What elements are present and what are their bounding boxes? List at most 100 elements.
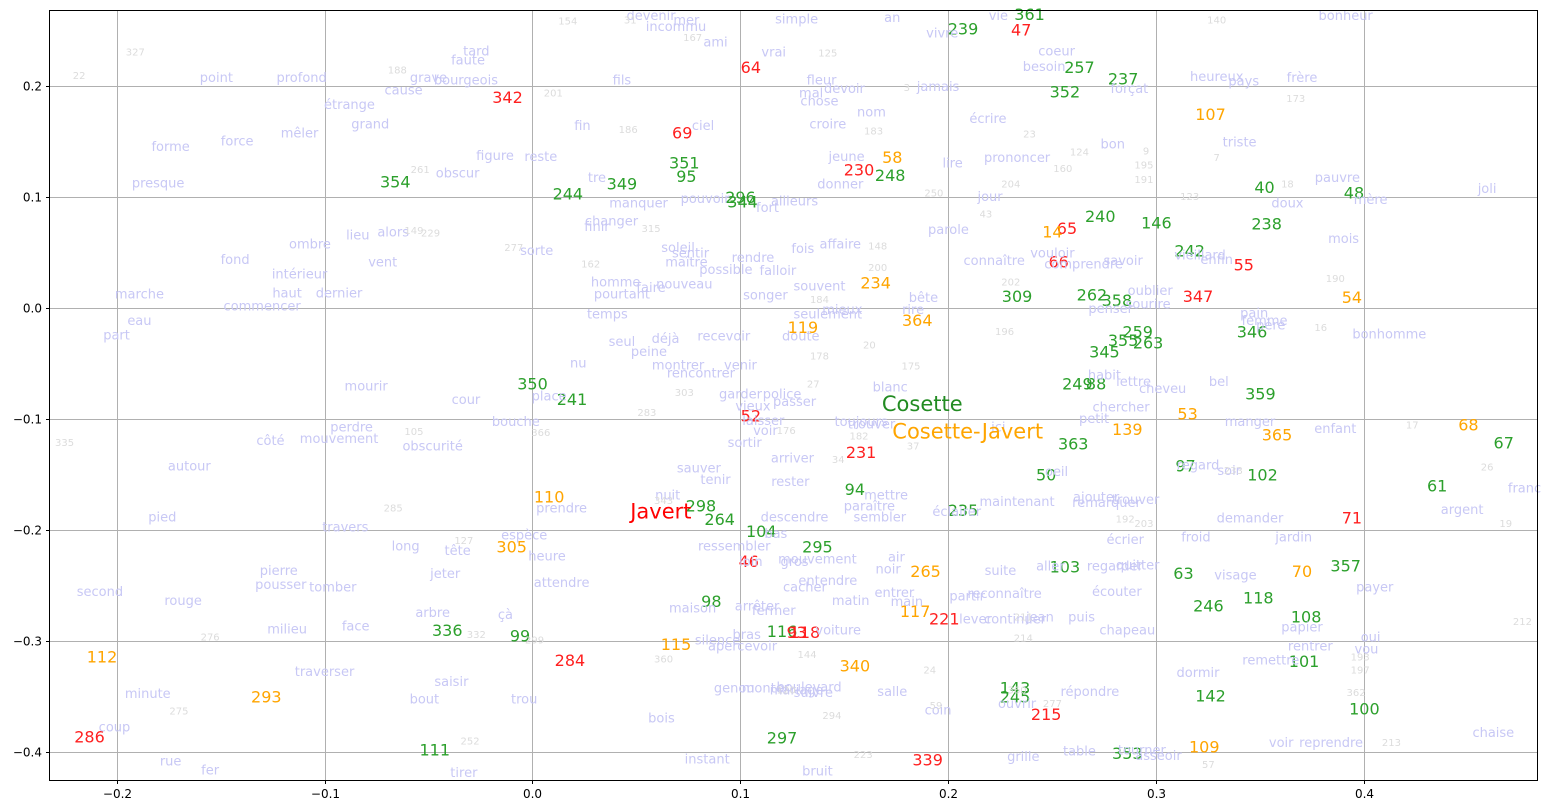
cosette-javert-point-label: 340 [840,656,871,675]
cosette-point-label: 358 [1102,291,1133,310]
word-point-label: part [103,329,130,344]
word-point-label: silence [695,634,740,649]
word-point-label: lire [942,157,962,172]
annotation-cosette: Cosette [882,392,963,416]
word-point-label: bout [410,693,440,708]
word-point-label: table [1063,745,1096,760]
word-point-label: homme [591,275,641,290]
word-point-label: rendre [732,251,775,266]
word-point-label: partir [949,589,985,604]
word-point-label: voir [753,424,778,439]
word-point-label: reste [524,150,557,165]
word-point-label: fond [221,253,250,268]
index-point-label: 214 [1014,633,1033,644]
word-point-label: chaise [1472,726,1514,741]
word-point-label: visage [1214,568,1256,583]
word-point-label: papier [1281,620,1323,635]
cosette-point-label: 50 [1036,465,1056,484]
javert-point-label: 65 [1057,219,1077,238]
cosette-point-label: 263 [1133,333,1164,352]
cosette-point-label: 295 [802,538,833,557]
index-point-label: 19 [1499,519,1512,530]
word-point-label: devoir [824,82,866,97]
word-point-label: blanc [873,381,908,396]
cosette-point-label: 239 [948,19,979,38]
word-point-label: maintenant [980,495,1055,510]
word-point-label: étrange [324,98,375,113]
index-point-label: 223 [854,750,873,761]
index-point-label: 167 [683,33,702,44]
word-point-label: frère [1287,71,1318,86]
y-tick-label: 0.0 [23,302,42,316]
word-point-label: cacher [783,580,827,595]
word-point-label: salle [877,685,907,700]
word-point-label: chercher [1092,401,1150,416]
word-point-label: tard [463,44,489,59]
word-point-label: police [763,387,802,402]
index-point-label: 276 [201,632,220,643]
word-point-label: vivre [926,27,958,42]
word-point-label: argent [1441,503,1484,518]
word-point-label: minute [125,687,171,702]
word-point-label: demander [1217,512,1284,527]
y-tick-label: −0.2 [13,524,42,538]
cosette-point-label: 95 [676,167,696,186]
word-point-label: suivre [794,686,833,701]
word-point-label: franc [1508,482,1541,497]
word-point-label: travers [322,521,368,536]
cosette-point-label: 111 [419,741,450,760]
index-point-label: 277 [1043,699,1062,710]
cosette-point-label: 249 [1062,374,1093,393]
index-point-label: 9 [1143,146,1149,157]
word-point-label: bel [1209,375,1229,390]
index-point-label: 193 [1351,652,1370,663]
cosette-point-label: 67 [1494,433,1514,452]
index-point-label: 366 [531,428,550,439]
y-tick-label: 0.1 [23,191,42,205]
index-point-label: 184 [810,295,829,306]
word-point-label: ailleurs [771,194,818,209]
cosette-javert-point-label: 119 [788,318,819,337]
word-point-label: reprendre [1299,736,1363,751]
index-point-label: 182 [849,432,868,443]
word-point-label: déjà [652,332,680,347]
word-point-label: ami [703,36,727,51]
cosette-point-label: 244 [553,185,584,204]
index-point-label: 7 [1214,153,1220,164]
word-point-label: fils [613,73,632,88]
cosette-point-label: 351 [669,154,700,173]
index-point-label: 202 [1001,277,1020,288]
cosette-point-label: 235 [948,501,979,520]
cosette-javert-point-label: 365 [1262,425,1293,444]
index-point-label: 190 [1326,274,1345,285]
word-point-label: bois [648,711,675,726]
word-point-label: jeter [429,567,461,582]
word-point-label: chapeau [1099,624,1155,639]
word-point-label: asseoir [1135,749,1182,764]
cosette-javert-point-label: 70 [1292,562,1312,581]
word-point-label: besoin [1023,60,1066,75]
word-point-label: croire [809,118,846,133]
index-point-label: 203 [1134,519,1153,530]
word-point-label: tomber [309,580,357,595]
word-point-label: pierre [260,564,298,579]
word-point-label: jour [976,190,1003,205]
word-point-label: autour [168,460,211,475]
word-point-label: fleur [807,73,837,88]
word-point-label: mouvement [300,432,379,447]
y-tick-label: −0.4 [13,746,42,760]
word-point-label: mer [673,13,700,28]
cosette-javert-point-label: 115 [661,635,692,654]
javert-point-label: 230 [844,160,875,179]
grid [50,11,1537,780]
word-point-label: doux [1271,197,1303,212]
word-point-label: lever [959,613,992,628]
word-point-label: vouloir [1030,246,1075,261]
word-point-label: tre [588,171,606,186]
word-point-label: suite [985,564,1017,579]
word-point-label: soleil [661,241,695,256]
cosette-point-label: 242 [1174,241,1205,260]
word-point-label: cheveu [1139,382,1186,397]
word-point-label: fort [756,201,779,216]
index-point-label: 201 [544,89,563,100]
